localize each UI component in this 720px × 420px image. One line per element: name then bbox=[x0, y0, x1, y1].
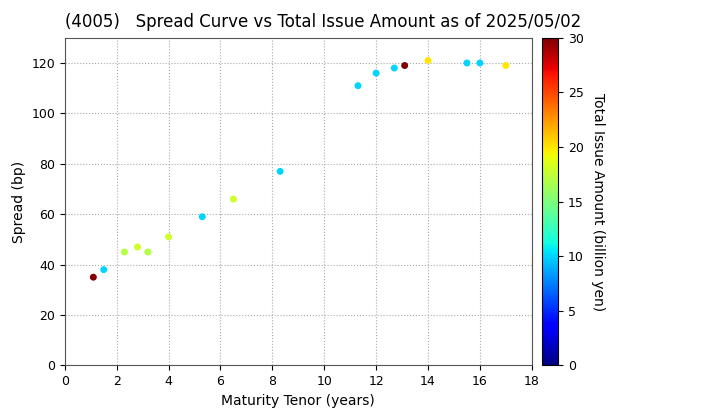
Y-axis label: Total Issue Amount (billion yen): Total Issue Amount (billion yen) bbox=[590, 92, 605, 311]
Point bbox=[389, 65, 400, 71]
Point bbox=[119, 249, 130, 255]
Point bbox=[142, 249, 153, 255]
Point bbox=[462, 60, 473, 66]
Point bbox=[352, 82, 364, 89]
Point bbox=[197, 213, 208, 220]
Y-axis label: Spread (bp): Spread (bp) bbox=[12, 160, 26, 243]
Point bbox=[163, 234, 174, 240]
Point bbox=[500, 62, 512, 69]
Point bbox=[422, 57, 433, 64]
Point bbox=[88, 274, 99, 281]
Point bbox=[370, 70, 382, 76]
X-axis label: Maturity Tenor (years): Maturity Tenor (years) bbox=[222, 394, 375, 408]
Point bbox=[399, 62, 410, 69]
Point bbox=[98, 266, 109, 273]
Text: (4005)   Spread Curve vs Total Issue Amount as of 2025/05/02: (4005) Spread Curve vs Total Issue Amoun… bbox=[65, 13, 581, 31]
Point bbox=[132, 244, 143, 250]
Point bbox=[274, 168, 286, 175]
Point bbox=[474, 60, 486, 66]
Point bbox=[228, 196, 239, 202]
